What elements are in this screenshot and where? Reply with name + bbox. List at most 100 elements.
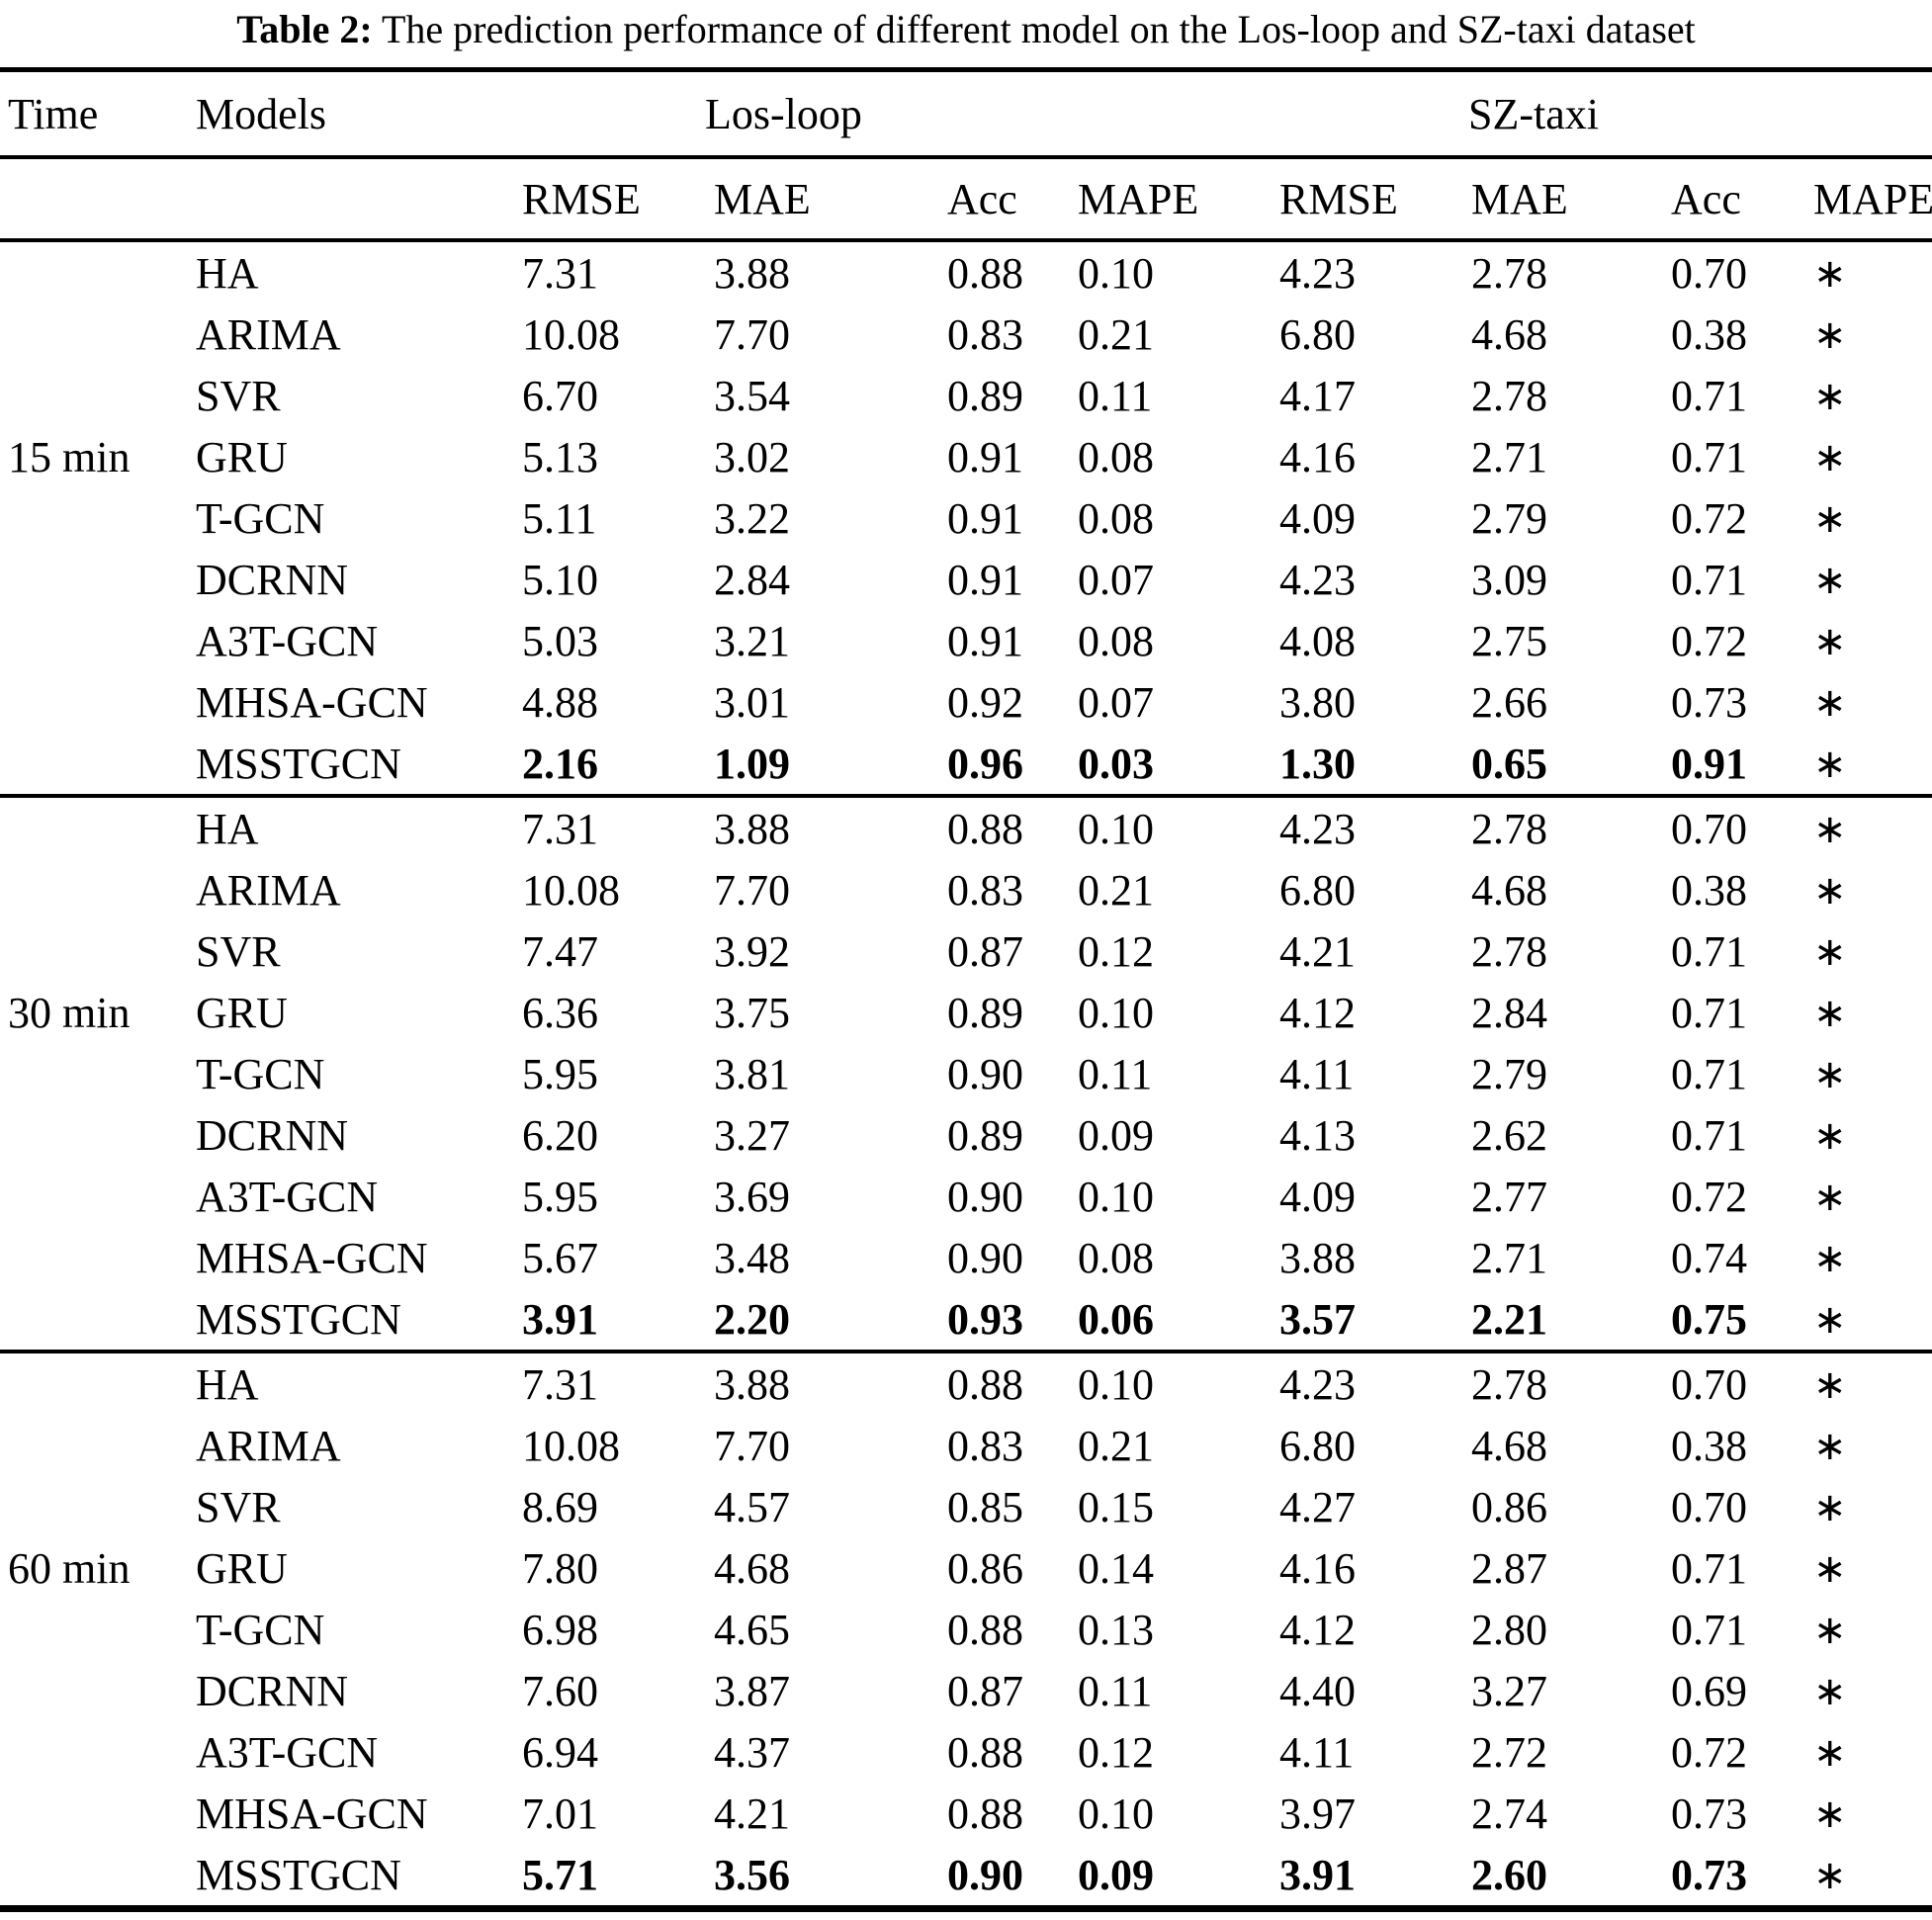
metric-value: 3.91 — [514, 1288, 706, 1353]
metric-value: 0.90 — [939, 1844, 1070, 1911]
metric-value: 6.80 — [1279, 865, 1357, 915]
metric-value: ∗ — [1813, 373, 1847, 418]
metric-value: 2.87 — [1471, 1543, 1548, 1593]
table-row: A3T-GCN 5.03 3.21 0.91 0.08 4.08 2.75 0.72 ∗ — [0, 610, 1932, 671]
metric-value: 0.90 — [947, 1172, 1023, 1221]
table-row: 15 min GRU 5.13 3.02 0.91 0.08 4.16 2.71 0.71 ∗ — [0, 426, 1932, 487]
metric-value: 4.21 — [1279, 926, 1357, 976]
metric-value: 0.10 — [1078, 1359, 1154, 1409]
table-row: T-GCN 5.11 3.22 0.91 0.08 4.09 2.79 0.72 ∗ — [0, 487, 1932, 549]
metric-header: RMSE — [514, 157, 706, 242]
time-group-label: 15 min — [8, 432, 131, 481]
metric-value: 0.10 — [1078, 1789, 1154, 1838]
metric-value: 10.08 — [522, 309, 620, 359]
metric-value: 2.77 — [1471, 1172, 1548, 1221]
metric-value: ∗ — [1813, 806, 1847, 851]
metric-value: 0.11 — [1078, 1666, 1153, 1715]
metric-value: 0.38 — [1671, 309, 1748, 359]
time-group-label — [0, 1043, 188, 1104]
metric-value: 7.80 — [522, 1543, 598, 1593]
metric-value: 0.12 — [1078, 1727, 1154, 1777]
metric-value: 1.09 — [706, 733, 939, 798]
metric-value: 4.40 — [1279, 1666, 1357, 1715]
metric-value: 3.75 — [714, 988, 790, 1037]
metric-value: 3.88 — [714, 248, 790, 298]
metric-header-row: RMSE MAE Acc MAPE RMSE MAE Acc MAPE — [0, 157, 1932, 242]
metric-value: 3.21 — [714, 616, 790, 665]
metric-value: 6.70 — [522, 371, 598, 420]
metric-value: 0.90 — [947, 1049, 1023, 1098]
table-row: ARIMA 10.08 7.70 0.83 0.21 6.80 4.68 0.38 ∗ — [0, 1415, 1932, 1476]
model-name: ARIMA — [196, 1421, 341, 1470]
metric-value: ∗ — [1813, 867, 1847, 913]
table-row: DCRNN 5.10 2.84 0.91 0.07 4.23 3.09 0.71 ∗ — [0, 549, 1932, 610]
time-group-label — [0, 610, 188, 671]
time-group-label — [0, 796, 188, 859]
table-caption-text: The prediction performance of different … — [381, 7, 1696, 51]
metric-value: 2.78 — [1471, 371, 1548, 420]
table-caption-label: Table 2: — [236, 7, 373, 51]
metric-value: 4.23 — [1279, 804, 1357, 853]
model-name: HA — [196, 804, 259, 853]
metric-value: 2.60 — [1463, 1844, 1664, 1911]
metric-value: 0.71 — [1671, 1543, 1748, 1593]
metric-value: 0.70 — [1671, 248, 1748, 298]
time-group-label — [0, 1660, 188, 1721]
time-group-label — [0, 1721, 188, 1783]
metric-value: 0.73 — [1663, 1844, 1806, 1911]
metric-value: 3.81 — [714, 1049, 790, 1098]
model-name: A3T-GCN — [196, 616, 379, 665]
metric-value: 3.27 — [1471, 1666, 1548, 1715]
metric-value: 3.91 — [1272, 1844, 1464, 1911]
metric-value: 4.21 — [714, 1789, 790, 1838]
time-group-label — [0, 365, 188, 426]
time-group-label — [0, 304, 188, 365]
table-row: SVR 7.47 3.92 0.87 0.12 4.21 2.78 0.71 ∗ — [0, 920, 1932, 982]
metric-value: 0.07 — [1078, 555, 1154, 604]
metric-value: 0.71 — [1671, 1110, 1748, 1160]
model-name: MSSTGCN — [188, 1288, 514, 1353]
models-column-header: Models — [188, 69, 514, 159]
metric-value: 0.92 — [947, 677, 1023, 727]
time-group-label — [0, 859, 188, 920]
empty-header-cell — [0, 157, 188, 242]
table-row: SVR 8.69 4.57 0.85 0.15 4.27 0.86 0.70 ∗ — [0, 1476, 1932, 1537]
metric-value: 0.69 — [1671, 1666, 1748, 1715]
metric-value: 0.71 — [1671, 432, 1748, 481]
time-group-label — [0, 1104, 188, 1166]
metric-value: 4.13 — [1279, 1110, 1357, 1160]
table-row: T-GCN 5.95 3.81 0.90 0.11 4.11 2.79 0.71 ∗ — [0, 1043, 1932, 1104]
metric-value: 0.08 — [1078, 493, 1154, 543]
metric-value: 4.16 — [1279, 432, 1357, 481]
time-group-label — [0, 920, 188, 982]
metric-value: 0.71 — [1671, 1605, 1748, 1654]
metric-value: 4.57 — [714, 1482, 790, 1531]
metric-value: 0.74 — [1671, 1233, 1748, 1282]
model-name: T-GCN — [196, 493, 325, 543]
metric-value: 10.08 — [522, 1421, 620, 1470]
metric-value: ∗ — [1813, 557, 1847, 602]
dataset-header-row: Time Models Los-loop SZ-taxi — [0, 69, 1932, 159]
metric-value: 3.22 — [714, 493, 790, 543]
model-name: SVR — [196, 1482, 281, 1531]
metric-value: 0.13 — [1078, 1605, 1154, 1654]
metric-header: Acc — [939, 157, 1070, 242]
metric-value: 10.08 — [522, 865, 620, 915]
metric-value: 1.30 — [1272, 733, 1464, 798]
metric-value: 3.97 — [1279, 1789, 1357, 1838]
metric-value: 2.20 — [706, 1288, 939, 1353]
table-row: A3T-GCN 6.94 4.37 0.88 0.12 4.11 2.72 0.72 ∗ — [0, 1721, 1932, 1783]
metric-value: 0.21 — [1078, 865, 1154, 915]
metric-value: 0.70 — [1671, 1482, 1748, 1531]
model-name: DCRNN — [196, 1110, 349, 1160]
metric-value: ∗ — [1813, 495, 1847, 541]
metric-value: 3.27 — [714, 1110, 790, 1160]
metric-value: 0.71 — [1671, 371, 1748, 420]
metric-value: 7.70 — [714, 865, 790, 915]
metric-value: 0.10 — [1078, 1172, 1154, 1221]
metric-value: 3.54 — [714, 371, 790, 420]
metric-value: 0.73 — [1671, 677, 1748, 727]
model-name: HA — [196, 248, 259, 298]
metric-value: 0.88 — [947, 804, 1023, 853]
metric-value: 2.72 — [1471, 1727, 1548, 1777]
